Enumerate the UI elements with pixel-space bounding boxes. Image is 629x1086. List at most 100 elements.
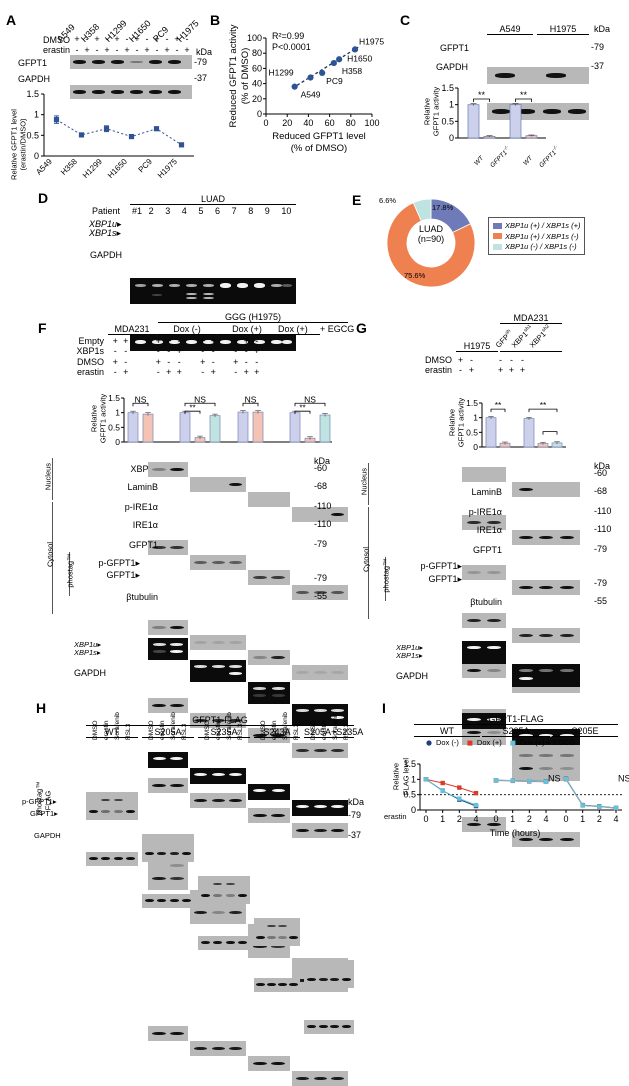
blot-band xyxy=(170,703,184,708)
svg-text:NS: NS xyxy=(245,394,257,404)
blot-band xyxy=(342,1024,352,1028)
panel-f-group-top: GGG (H1975) xyxy=(158,312,348,323)
blot-band xyxy=(467,520,482,525)
panel-h-treatment-label: Sorafenib xyxy=(332,712,339,740)
treatment-symbol: + xyxy=(184,44,190,55)
svg-text:2: 2 xyxy=(457,814,462,824)
svg-text:0.5: 0.5 xyxy=(26,130,39,140)
svg-text:P<0.0001: P<0.0001 xyxy=(272,42,311,52)
panel-h-treatment-label: DMSO xyxy=(310,720,317,741)
blot-mw: -79 xyxy=(594,544,608,554)
blot-image xyxy=(292,1071,348,1086)
blot-band xyxy=(152,1031,166,1036)
blot-band xyxy=(289,982,298,986)
treatment-symbol: - xyxy=(499,355,502,365)
treatment-symbol: - xyxy=(167,356,171,367)
blot-band xyxy=(181,898,191,902)
panel-letter-a: A xyxy=(6,12,17,28)
panel-f-group-dox-pos: Dox (+) xyxy=(218,324,276,335)
blot-band xyxy=(152,467,166,472)
blot-band xyxy=(313,1076,327,1081)
blot-band xyxy=(101,856,111,860)
blot-mw: -55 xyxy=(594,596,608,606)
svg-text:0: 0 xyxy=(115,437,120,447)
panel-c-xtick-0: WT xyxy=(473,154,486,167)
treatment-symbol: - xyxy=(155,44,159,55)
panel-g-pcr-label-gapdh: GAPDH xyxy=(396,671,429,681)
panel-c-chart: 0 0.5 1 1.5 ** ** xyxy=(432,80,552,146)
panel-h-treatment-label: erastin xyxy=(271,720,278,740)
panel-h-treatment-label: RSL3 xyxy=(181,723,188,740)
blot-image xyxy=(148,638,188,660)
blot-band xyxy=(201,894,211,898)
blot-band xyxy=(170,877,184,881)
treatment-symbol: - xyxy=(156,366,160,377)
blot-image xyxy=(248,728,290,743)
blot-band xyxy=(157,852,167,856)
treatment-symbol: + xyxy=(134,34,140,44)
panel-letter-c: C xyxy=(400,12,411,28)
blot-band xyxy=(170,757,184,761)
blot-image xyxy=(190,793,246,808)
svg-text:**: ** xyxy=(478,90,486,100)
patient-id: 7 xyxy=(231,206,237,216)
blot-band xyxy=(289,936,298,940)
blot-band xyxy=(278,936,287,940)
panel-h-treatment-label: DMSO xyxy=(204,720,211,741)
blot-image xyxy=(148,698,188,713)
blot-band xyxy=(313,590,327,595)
blot-image xyxy=(248,682,290,704)
svg-text:H1650: H1650 xyxy=(347,53,372,63)
blot-image xyxy=(248,650,290,665)
blot-band xyxy=(486,731,501,735)
svg-text:1: 1 xyxy=(449,100,454,110)
panel-e-legend: XBP1u (+) / XBP1s (+) XBP1u (+) / XBP1s … xyxy=(488,217,586,255)
svg-text:0.5: 0.5 xyxy=(441,116,454,126)
blot-band xyxy=(486,618,501,623)
blot-band xyxy=(296,670,310,675)
blot-image xyxy=(462,467,506,482)
treatment-symbol-row: + - + - + - + - + - + - xyxy=(72,34,192,44)
blot-band xyxy=(518,767,533,771)
svg-text:0: 0 xyxy=(411,805,416,815)
blot-band xyxy=(225,940,235,944)
blot-band xyxy=(169,898,179,902)
svg-text:20: 20 xyxy=(282,118,292,128)
blot-band xyxy=(518,633,533,638)
panel-f-group-mda231: MDA231 xyxy=(108,324,156,335)
svg-text:Reduced GFPT1 activity: Reduced GFPT1 activity xyxy=(228,24,239,127)
blot-band xyxy=(145,898,155,902)
blot-band xyxy=(306,1024,316,1028)
svg-text:PC9: PC9 xyxy=(137,157,155,175)
treatment-symbol: + xyxy=(124,44,130,55)
svg-text:1.5: 1.5 xyxy=(466,398,478,408)
blot-label-tubulin: βtubulin xyxy=(470,597,502,607)
blot-band xyxy=(152,877,166,881)
panel-d-group-title: LUAD xyxy=(130,194,296,205)
blot-image xyxy=(190,555,246,570)
treatment-symbol: - xyxy=(95,44,99,55)
blot-band xyxy=(194,911,208,915)
blot-band xyxy=(101,799,111,802)
svg-text:0: 0 xyxy=(563,814,568,824)
patient-id: 10 xyxy=(281,206,292,216)
blot-image xyxy=(512,530,580,545)
panel-h-treatment-label: Sorafenib xyxy=(170,712,177,740)
blot-band xyxy=(518,837,533,842)
panel-f-group-dox-egcg: Dox (+) xyxy=(278,324,320,335)
treatment-symbol: + xyxy=(519,365,526,376)
treatment-symbol: - xyxy=(125,34,129,44)
blot-band xyxy=(152,650,166,653)
treatment-symbol-row: + - - - - xyxy=(455,355,528,365)
svg-text:40: 40 xyxy=(252,79,262,89)
blot-band xyxy=(152,545,166,550)
svg-text:60: 60 xyxy=(252,63,262,73)
blot-band xyxy=(539,535,553,540)
blot-band xyxy=(213,940,223,944)
svg-text:**: ** xyxy=(189,404,195,413)
treatment-symbol: + xyxy=(210,336,216,346)
panel-g-shrna-underline xyxy=(500,341,562,352)
blot-image xyxy=(462,613,506,628)
patient-id: 6 xyxy=(215,206,221,216)
blot-band xyxy=(330,1076,344,1081)
